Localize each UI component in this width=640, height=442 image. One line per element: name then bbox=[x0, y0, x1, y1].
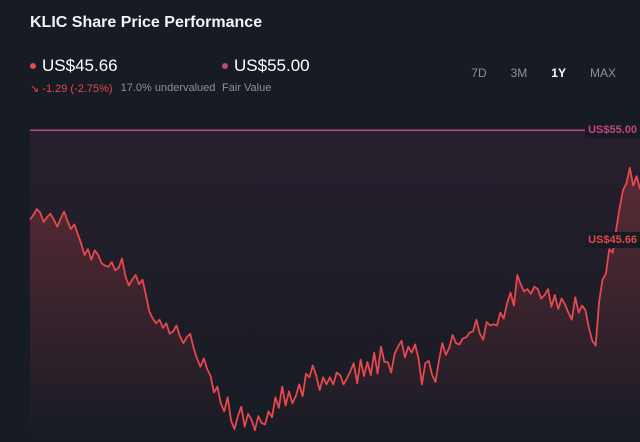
price-tag: US$45.66 bbox=[585, 232, 640, 249]
price-change-text: -1.29 (-2.75%) bbox=[42, 83, 113, 95]
page-title: KLIC Share Price Performance bbox=[30, 14, 263, 31]
valuation-text: 17.0% undervalued bbox=[120, 82, 216, 94]
current-price: US$45.66 bbox=[42, 56, 118, 75]
tab-3m[interactable]: 3M bbox=[510, 66, 528, 80]
current-price-block: US$45.66 ↘ -1.29 (-2.75%) 17.0% underval… bbox=[30, 56, 215, 95]
arrow-down-right-icon: ↘ bbox=[30, 83, 40, 95]
fair-value-dot-icon bbox=[222, 63, 228, 69]
tab-7d[interactable]: 7D bbox=[471, 66, 487, 80]
price-dot-icon bbox=[30, 63, 36, 69]
fair-value-block: US$55.00 Fair Value bbox=[222, 56, 310, 94]
price-area bbox=[30, 167, 640, 442]
price-change: ↘ -1.29 (-2.75%) bbox=[30, 82, 113, 95]
tab-max[interactable]: MAX bbox=[589, 66, 616, 80]
timeframe-tabs: 7D 3M 1Y MAX bbox=[459, 66, 628, 80]
fair-value: US$55.00 bbox=[234, 56, 310, 75]
tab-1y[interactable]: 1Y bbox=[551, 66, 566, 80]
price-line bbox=[29, 167, 640, 432]
fair-value-label: Fair Value bbox=[222, 82, 272, 94]
fair-value-tag: US$55.00 bbox=[585, 122, 640, 139]
